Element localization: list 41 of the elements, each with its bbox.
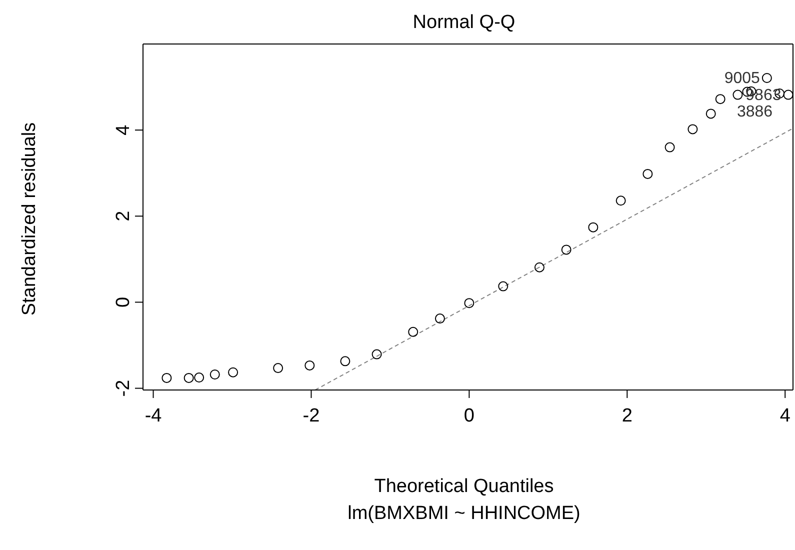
x-tick-label: 4 bbox=[780, 405, 791, 426]
x-tick-label: 2 bbox=[622, 405, 632, 426]
x-axis-title: Theoretical Quantiles bbox=[373, 476, 555, 498]
x-tick-label: -2 bbox=[302, 405, 320, 426]
point bbox=[340, 356, 350, 366]
point bbox=[642, 168, 653, 179]
point bbox=[273, 363, 284, 374]
point bbox=[706, 108, 716, 119]
point bbox=[762, 73, 772, 83]
point bbox=[498, 281, 508, 292]
point bbox=[561, 244, 572, 255]
point bbox=[464, 298, 474, 308]
point bbox=[534, 262, 544, 272]
annotation: 3886 bbox=[736, 103, 773, 120]
point bbox=[372, 349, 382, 360]
point bbox=[162, 372, 172, 383]
point bbox=[184, 372, 194, 383]
x-tick-label: -4 bbox=[144, 405, 162, 426]
y-tick-label: 4 bbox=[113, 124, 134, 136]
point bbox=[588, 222, 598, 232]
point bbox=[715, 94, 726, 104]
chart-title: Normal Q-Q bbox=[412, 12, 516, 34]
point bbox=[732, 90, 743, 100]
x-tick-label: 0 bbox=[464, 405, 474, 426]
y-tick-label: -2 bbox=[113, 380, 134, 397]
point bbox=[688, 124, 698, 134]
annotation: 9005 bbox=[724, 70, 760, 87]
point bbox=[434, 314, 445, 324]
point bbox=[194, 372, 204, 383]
annotation: 9863 bbox=[746, 86, 782, 104]
text: lm(BMXBMI ~ HHINCOME) bbox=[346, 503, 582, 525]
y-axis-title: Standardized residuals bbox=[19, 122, 41, 316]
point bbox=[304, 360, 315, 370]
y-tick-label: 0 bbox=[113, 296, 134, 308]
point bbox=[616, 196, 626, 206]
y-tick-label: 2 bbox=[113, 210, 134, 222]
point bbox=[228, 367, 238, 378]
point bbox=[210, 370, 220, 380]
point bbox=[408, 326, 418, 337]
point bbox=[783, 90, 793, 100]
point bbox=[664, 142, 675, 152]
